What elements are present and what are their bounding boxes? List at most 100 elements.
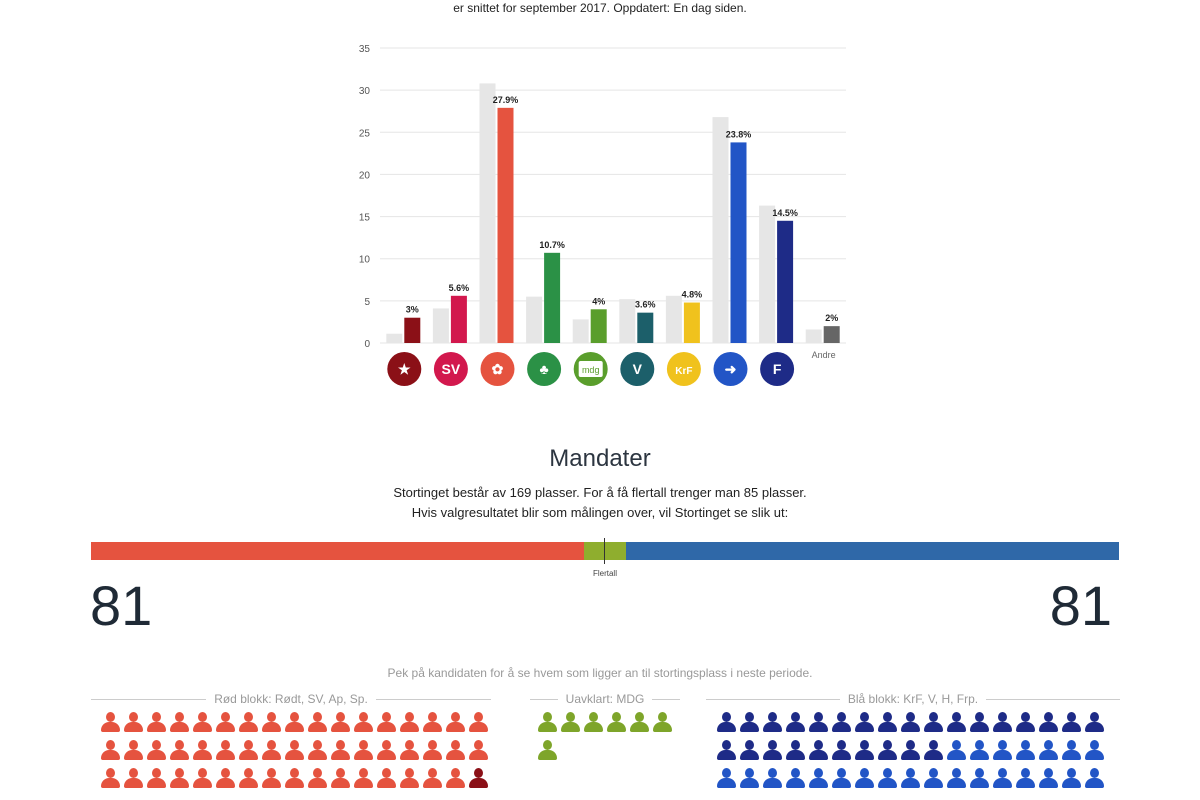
candidate-person-icon[interactable]	[422, 740, 442, 762]
candidate-person-icon[interactable]	[1061, 740, 1081, 762]
candidate-person-icon[interactable]	[192, 768, 212, 790]
candidate-person-icon[interactable]	[238, 712, 258, 734]
candidate-person-icon[interactable]	[900, 712, 920, 734]
candidate-person-icon[interactable]	[808, 740, 828, 762]
candidate-person-icon[interactable]	[762, 768, 782, 790]
candidate-person-icon[interactable]	[716, 712, 736, 734]
candidate-person-icon[interactable]	[877, 768, 897, 790]
candidate-person-icon[interactable]	[877, 740, 897, 762]
candidate-person-icon[interactable]	[831, 768, 851, 790]
candidate-person-icon[interactable]	[854, 712, 874, 734]
candidate-person-icon[interactable]	[969, 768, 989, 790]
candidate-person-icon[interactable]	[399, 768, 419, 790]
candidate-person-icon[interactable]	[923, 712, 943, 734]
candidate-person-icon[interactable]	[946, 740, 966, 762]
candidate-person-icon[interactable]	[123, 740, 143, 762]
candidate-person-icon[interactable]	[1038, 740, 1058, 762]
candidate-person-icon[interactable]	[739, 740, 759, 762]
candidate-person-icon[interactable]	[762, 712, 782, 734]
candidate-person-icon[interactable]	[923, 768, 943, 790]
candidate-person-icon[interactable]	[629, 712, 649, 734]
candidate-person-icon[interactable]	[100, 712, 120, 734]
candidate-person-icon[interactable]	[146, 768, 166, 790]
candidate-person-icon[interactable]	[1061, 768, 1081, 790]
candidate-person-icon[interactable]	[1084, 712, 1104, 734]
candidate-person-icon[interactable]	[854, 740, 874, 762]
candidate-person-icon[interactable]	[445, 740, 465, 762]
candidate-person-icon[interactable]	[284, 768, 304, 790]
candidate-person-icon[interactable]	[192, 712, 212, 734]
candidate-person-icon[interactable]	[946, 712, 966, 734]
candidate-person-icon[interactable]	[716, 740, 736, 762]
candidate-person-icon[interactable]	[307, 768, 327, 790]
candidate-person-icon[interactable]	[261, 712, 281, 734]
candidate-person-icon[interactable]	[307, 712, 327, 734]
candidate-person-icon[interactable]	[284, 740, 304, 762]
candidate-person-icon[interactable]	[376, 740, 396, 762]
candidate-person-icon[interactable]	[831, 712, 851, 734]
candidate-person-icon[interactable]	[445, 712, 465, 734]
candidate-person-icon[interactable]	[215, 740, 235, 762]
candidate-person-icon[interactable]	[537, 740, 557, 762]
candidate-person-icon[interactable]	[900, 740, 920, 762]
candidate-person-icon[interactable]	[146, 712, 166, 734]
candidate-person-icon[interactable]	[422, 768, 442, 790]
candidate-person-icon[interactable]	[215, 712, 235, 734]
candidate-person-icon[interactable]	[376, 712, 396, 734]
candidate-person-icon[interactable]	[1015, 712, 1035, 734]
candidate-person-icon[interactable]	[215, 768, 235, 790]
candidate-person-icon[interactable]	[376, 768, 396, 790]
candidate-person-icon[interactable]	[169, 768, 189, 790]
candidate-person-icon[interactable]	[606, 712, 626, 734]
candidate-person-icon[interactable]	[100, 768, 120, 790]
candidate-person-icon[interactable]	[238, 740, 258, 762]
candidate-person-icon[interactable]	[468, 712, 488, 734]
candidate-person-icon[interactable]	[330, 768, 350, 790]
candidate-person-icon[interactable]	[1084, 740, 1104, 762]
candidate-person-icon[interactable]	[969, 712, 989, 734]
candidate-person-icon[interactable]	[1061, 712, 1081, 734]
candidate-person-icon[interactable]	[468, 740, 488, 762]
candidate-person-icon[interactable]	[992, 768, 1012, 790]
candidate-person-icon[interactable]	[785, 768, 805, 790]
candidate-person-icon[interactable]	[1015, 768, 1035, 790]
candidate-person-icon[interactable]	[900, 768, 920, 790]
candidate-person-icon[interactable]	[468, 768, 488, 790]
candidate-person-icon[interactable]	[992, 712, 1012, 734]
candidate-person-icon[interactable]	[261, 740, 281, 762]
candidate-person-icon[interactable]	[785, 712, 805, 734]
candidate-person-icon[interactable]	[123, 712, 143, 734]
candidate-person-icon[interactable]	[946, 768, 966, 790]
candidate-person-icon[interactable]	[537, 712, 557, 734]
candidate-person-icon[interactable]	[169, 712, 189, 734]
candidate-person-icon[interactable]	[877, 712, 897, 734]
candidate-person-icon[interactable]	[445, 768, 465, 790]
candidate-person-icon[interactable]	[123, 768, 143, 790]
candidate-person-icon[interactable]	[169, 740, 189, 762]
candidate-person-icon[interactable]	[992, 740, 1012, 762]
candidate-person-icon[interactable]	[739, 768, 759, 790]
candidate-person-icon[interactable]	[1084, 768, 1104, 790]
candidate-person-icon[interactable]	[716, 768, 736, 790]
candidate-person-icon[interactable]	[1015, 740, 1035, 762]
candidate-person-icon[interactable]	[399, 740, 419, 762]
candidate-person-icon[interactable]	[353, 768, 373, 790]
candidate-person-icon[interactable]	[1038, 712, 1058, 734]
candidate-person-icon[interactable]	[785, 740, 805, 762]
candidate-person-icon[interactable]	[238, 768, 258, 790]
candidate-person-icon[interactable]	[808, 768, 828, 790]
candidate-person-icon[interactable]	[330, 712, 350, 734]
candidate-person-icon[interactable]	[146, 740, 166, 762]
candidate-person-icon[interactable]	[192, 740, 212, 762]
candidate-person-icon[interactable]	[854, 768, 874, 790]
candidate-person-icon[interactable]	[1038, 768, 1058, 790]
candidate-person-icon[interactable]	[399, 712, 419, 734]
candidate-person-icon[interactable]	[353, 712, 373, 734]
candidate-person-icon[interactable]	[284, 712, 304, 734]
candidate-person-icon[interactable]	[583, 712, 603, 734]
candidate-person-icon[interactable]	[307, 740, 327, 762]
candidate-person-icon[interactable]	[100, 740, 120, 762]
candidate-person-icon[interactable]	[261, 768, 281, 790]
candidate-person-icon[interactable]	[969, 740, 989, 762]
candidate-person-icon[interactable]	[353, 740, 373, 762]
